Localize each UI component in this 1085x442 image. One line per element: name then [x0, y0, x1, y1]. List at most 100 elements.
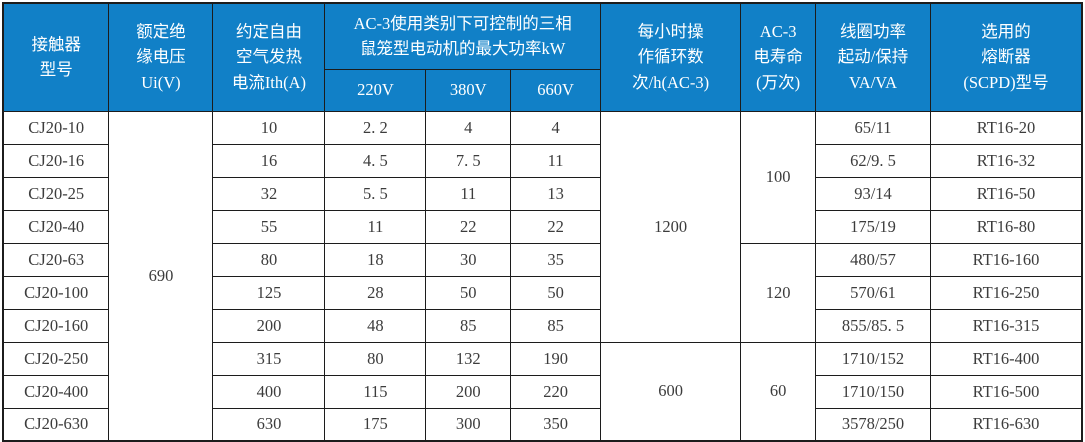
cell-model: CJ20-160: [2, 308, 110, 343]
header-insulation-voltage: 额定绝 缘电压 Ui(V): [108, 2, 214, 112]
cell-model: CJ20-10: [2, 110, 110, 145]
cell-power-380v: 200: [425, 374, 512, 409]
header-cycles-per-hour: 每小时操 作循环数 次/h(AC-3): [599, 2, 742, 112]
cell-power-660v: 220: [510, 374, 601, 409]
cell-power-220v: 115: [324, 374, 427, 409]
cell-ith: 10: [212, 110, 326, 145]
cell-life-merged: 100: [740, 110, 816, 244]
cell-model: CJ20-630: [2, 407, 110, 442]
cell-power-660v: 22: [510, 209, 601, 244]
cell-coil-power: 175/19: [814, 209, 932, 244]
cell-cycles-merged: 600: [599, 341, 742, 442]
header-row-2: 220V 380V 660V: [3, 68, 1082, 112]
cell-power-660v: 50: [510, 275, 601, 310]
cell-ith: 16: [212, 143, 326, 178]
cell-power-660v: 85: [510, 308, 601, 343]
cell-life-merged: 60: [740, 341, 816, 442]
header-220v: 220V: [324, 68, 427, 112]
cell-ith: 32: [212, 176, 326, 211]
cell-power-380v: 30: [425, 242, 512, 277]
cell-coil-power: 1710/152: [814, 341, 932, 376]
cell-ith: 125: [212, 275, 326, 310]
cell-power-660v: 4: [510, 110, 601, 145]
cell-fuse-model: RT16-20: [930, 110, 1083, 145]
cell-power-660v: 11: [510, 143, 601, 178]
table-row: CJ20-400 400 115 200 220 1710/150 RT16-5…: [2, 374, 1083, 409]
cell-power-380v: 22: [425, 209, 512, 244]
table-row: CJ20-25 32 5. 5 11 13 93/14 RT16-50: [2, 176, 1083, 211]
cell-power-380v: 85: [425, 308, 512, 343]
header-ac3-power-group: AC-3使用类别下可控制的三相 鼠笼型电动机的最大功率kW: [324, 2, 601, 70]
table-body: CJ20-10 690 10 2. 2 4 4 1200 100 65/11 R…: [2, 110, 1083, 442]
table-row: CJ20-160 200 48 85 85 855/85. 5 RT16-315: [2, 308, 1083, 343]
header-coil-power: 线圈功率 起动/保持 VA/VA: [814, 2, 932, 112]
cell-coil-power: 93/14: [814, 176, 932, 211]
table-row: CJ20-16 16 4. 5 7. 5 11 62/9. 5 RT16-32: [2, 143, 1083, 178]
table-row: CJ20-630 630 175 300 350 3578/250 RT16-6…: [2, 407, 1083, 442]
table-row: CJ20-40 55 11 22 22 175/19 RT16-80: [2, 209, 1083, 244]
cell-power-220v: 2. 2: [324, 110, 427, 145]
header-fuse-model: 选用的 熔断器 (SCPD)型号: [930, 2, 1083, 112]
cell-life-merged: 120: [740, 242, 816, 343]
cell-power-380v: 4: [425, 110, 512, 145]
table-row: CJ20-63 80 18 30 35 120 480/57 RT16-160: [2, 242, 1083, 343]
cell-power-220v: 28: [324, 275, 427, 310]
header-contactor-model: 接触器 型号: [2, 2, 110, 112]
cell-fuse-model: RT16-500: [930, 374, 1083, 409]
cell-power-380v: 7. 5: [425, 143, 512, 178]
cell-power-380v: 11: [425, 176, 512, 211]
cell-fuse-model: RT16-250: [930, 275, 1083, 310]
cell-model: CJ20-63: [2, 242, 110, 277]
cell-coil-power: 62/9. 5: [814, 143, 932, 178]
cell-ith: 400: [212, 374, 326, 409]
table-row: CJ20-10 690 10 2. 2 4 4 1200 100 65/11 R…: [2, 110, 1083, 442]
header-row-1: 接触器 型号 额定绝 缘电压 Ui(V) 约定自由 空气发热 电流Ith(A) …: [2, 2, 1083, 112]
cell-ith: 630: [212, 407, 326, 442]
cell-power-220v: 4. 5: [324, 143, 427, 178]
cell-power-380v: 132: [425, 341, 512, 376]
header-660v: 660V: [510, 68, 601, 112]
cell-coil-power: 570/61: [814, 275, 932, 310]
table-row: CJ20-100 125 28 50 50 570/61 RT16-250: [2, 275, 1083, 310]
cell-fuse-model: RT16-630: [930, 407, 1083, 442]
table-row: CJ20-250 315 80 132 190 600 60 1710/152 …: [2, 341, 1083, 442]
cell-coil-power: 855/85. 5: [814, 308, 932, 343]
cell-power-220v: 11: [324, 209, 427, 244]
cell-power-220v: 48: [324, 308, 427, 343]
cell-coil-power: 1710/150: [814, 374, 932, 409]
cell-fuse-model: RT16-80: [930, 209, 1083, 244]
cell-model: CJ20-250: [2, 341, 110, 376]
header-380v: 380V: [425, 68, 512, 112]
cell-model: CJ20-100: [2, 275, 110, 310]
cell-power-660v: 35: [510, 242, 601, 277]
cell-power-220v: 175: [324, 407, 427, 442]
cell-power-380v: 50: [425, 275, 512, 310]
cell-fuse-model: RT16-50: [930, 176, 1083, 211]
cell-model: CJ20-40: [2, 209, 110, 244]
cell-power-220v: 5. 5: [324, 176, 427, 211]
header-electrical-life: AC-3 电寿命 (万次): [740, 2, 816, 112]
cell-model: CJ20-25: [2, 176, 110, 211]
cell-power-660v: 13: [510, 176, 601, 211]
cell-fuse-model: RT16-315: [930, 308, 1083, 343]
cell-power-220v: 18: [324, 242, 427, 277]
cell-ith: 80: [212, 242, 326, 277]
cell-fuse-model: RT16-32: [930, 143, 1083, 178]
table-header: 接触器 型号 额定绝 缘电压 Ui(V) 约定自由 空气发热 电流Ith(A) …: [2, 2, 1083, 112]
header-thermal-current: 约定自由 空气发热 电流Ith(A): [212, 2, 326, 112]
cell-fuse-model: RT16-160: [930, 242, 1083, 277]
cell-cycles-merged: 1200: [599, 110, 742, 343]
cell-model: CJ20-16: [2, 143, 110, 178]
cell-power-660v: 190: [510, 341, 601, 376]
cell-ith: 200: [212, 308, 326, 343]
cell-power-380v: 300: [425, 407, 512, 442]
cell-coil-power: 65/11: [814, 110, 932, 145]
cell-model: CJ20-400: [2, 374, 110, 409]
cell-coil-power: 480/57: [814, 242, 932, 277]
cell-power-660v: 350: [510, 407, 601, 442]
cell-fuse-model: RT16-400: [930, 341, 1083, 376]
cell-ith: 315: [212, 341, 326, 376]
cell-ith: 55: [212, 209, 326, 244]
